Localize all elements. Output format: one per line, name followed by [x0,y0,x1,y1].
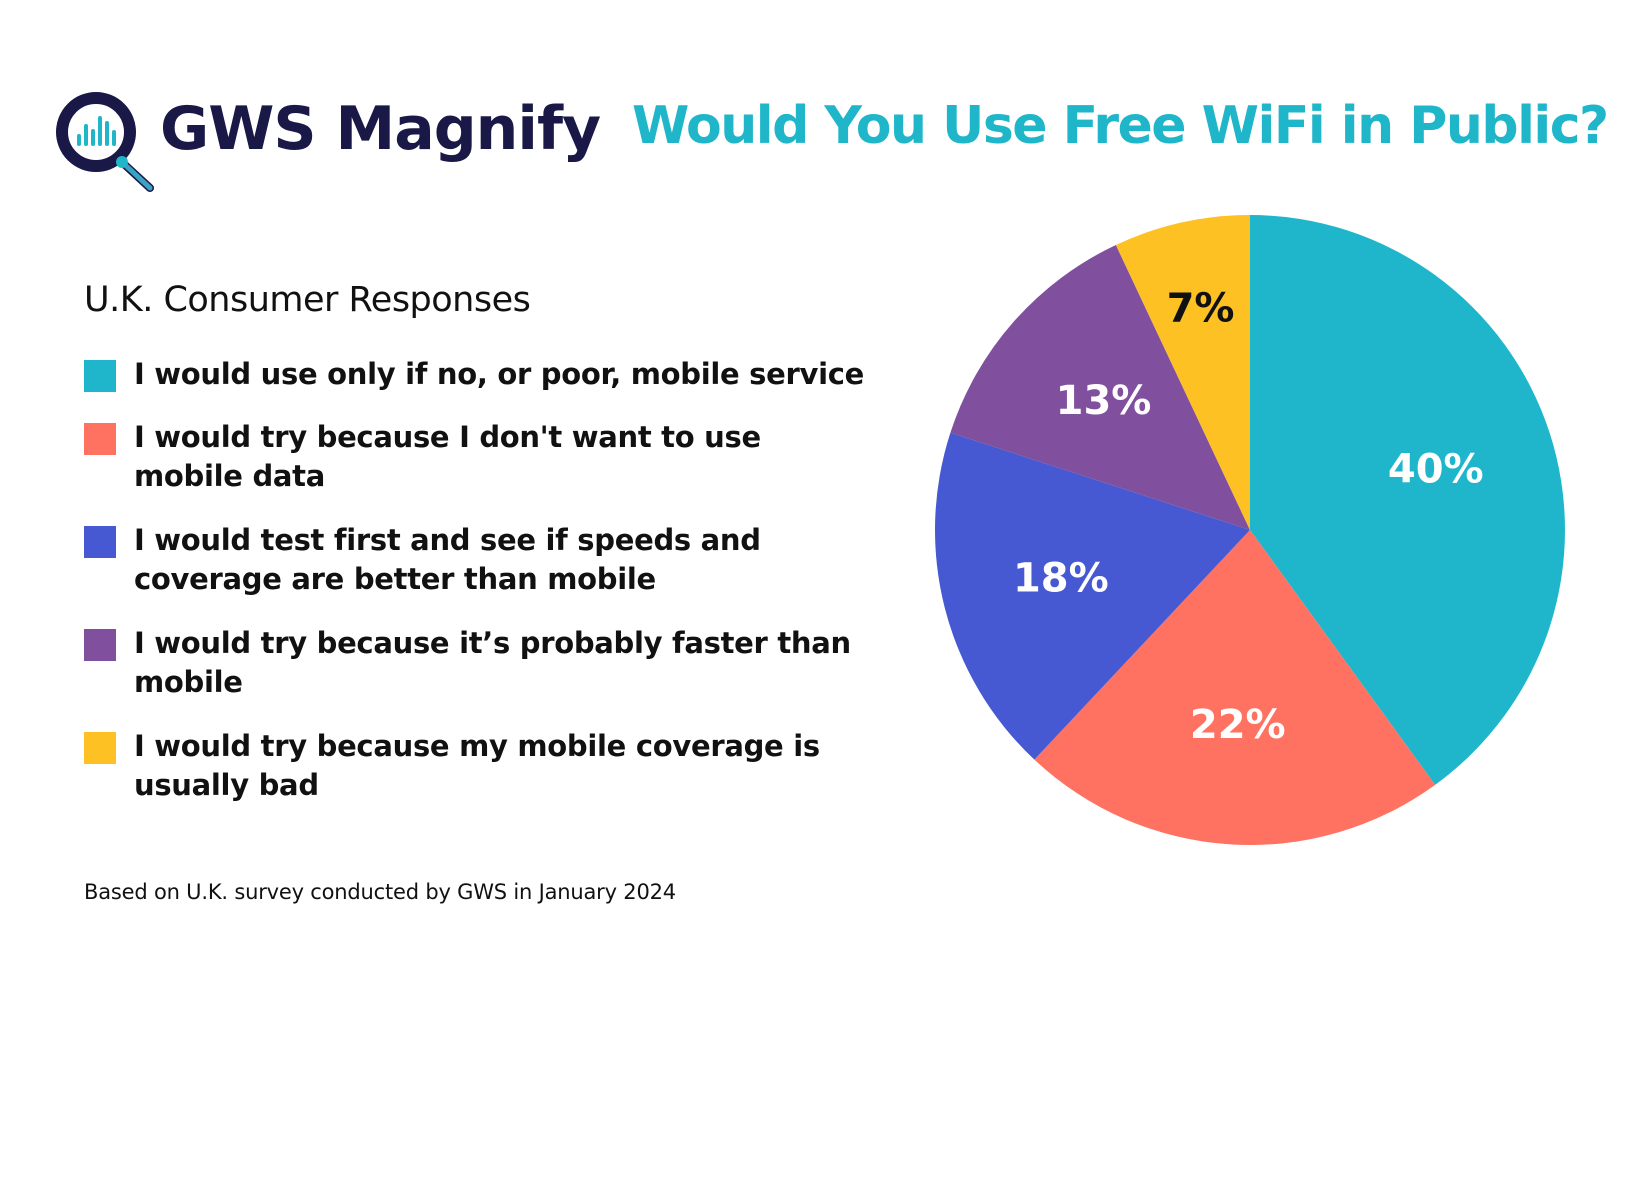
brand-header: GWS Magnify [52,88,612,198]
legend-label: I would try because I don't want to use … [134,420,761,493]
pie-slice [1250,215,1565,785]
slice-data-label: 40% [1388,447,1484,493]
pie-slice [1034,530,1436,845]
magnifier-chart-icon [56,92,154,192]
slice-data-label: 22% [1190,702,1286,748]
slice-data-label: 18% [1013,556,1109,602]
slice-data-label: 13% [1056,378,1152,424]
legend-label: I would try because my mobile coverage i… [134,729,820,802]
footnote: Based on U.K. survey conducted by GWS in… [84,880,676,904]
legend-label: I would try because it’s probably faster… [134,626,851,699]
legend-label: I would use only if no, or poor, mobile … [134,357,865,391]
legend-swatch [84,629,116,661]
pie-slice [1115,215,1250,530]
pie-slice [935,432,1250,760]
pie-slice [950,244,1250,530]
chart-title: Would You Use Free WiFi in Public? [632,96,1609,156]
slice-data-label: 7% [1167,286,1235,332]
legend-title: U.K. Consumer Responses [84,280,531,320]
legend-swatch [84,423,116,455]
legend-swatch [84,732,116,764]
legend-swatch [84,526,116,558]
pie-chart: 40% 22% 18% 13% 7% [935,215,1565,845]
brand-name: GWS Magnify [160,94,601,164]
legend-swatch [84,360,116,392]
legend-label: I would test first and see if speeds and… [134,523,761,596]
